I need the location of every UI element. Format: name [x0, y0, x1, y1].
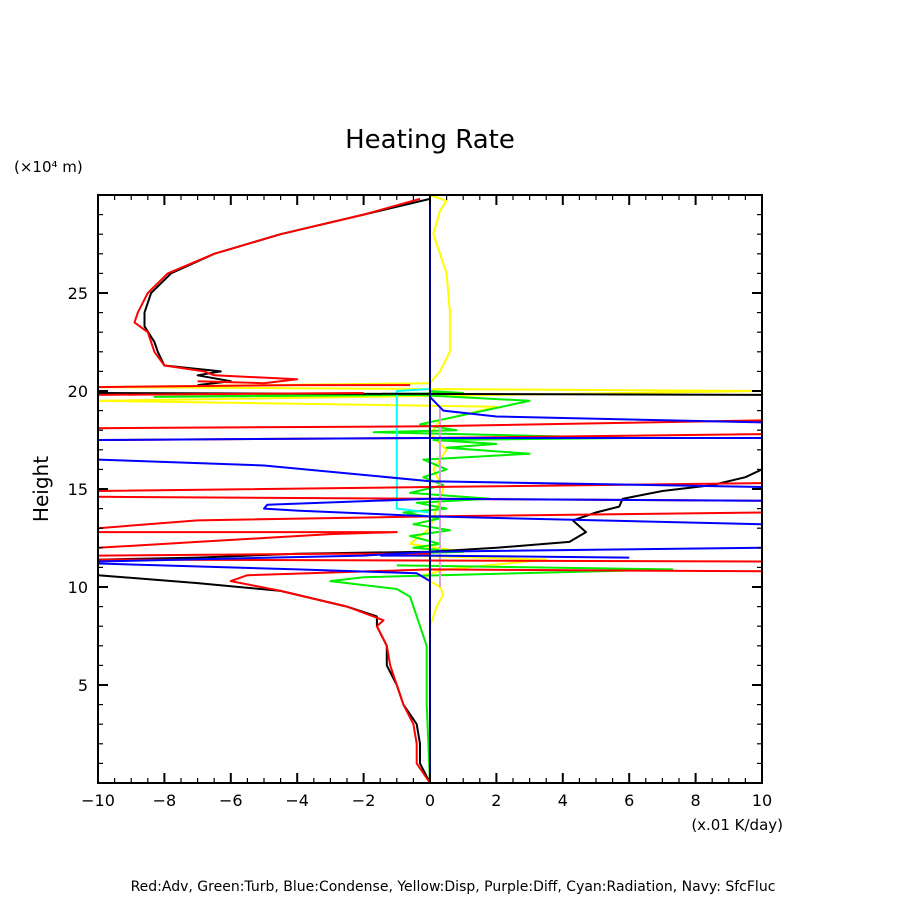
y-tick-label: 15: [68, 480, 88, 499]
x-axis-label: (x.01 K/day): [691, 816, 783, 834]
x-tick-label: 0: [425, 791, 435, 810]
y-axis-label: Height: [29, 456, 53, 522]
series-line-cyan-radiation: [395, 388, 431, 514]
y-tick-label: 20: [68, 382, 88, 401]
y-tick-label: 25: [68, 284, 88, 303]
x-tick-label: 2: [491, 791, 501, 810]
series-line-green-turb: [153, 390, 674, 784]
x-tick-label: −4: [285, 791, 309, 810]
chart-title: Heating Rate: [345, 125, 515, 155]
x-tick-label: −2: [352, 791, 376, 810]
x-tick-label: −8: [153, 791, 177, 810]
y-tick-label: 10: [68, 578, 88, 597]
x-tick-label: −6: [219, 791, 243, 810]
x-tick-label: 10: [752, 791, 772, 810]
x-tick-label: 4: [558, 791, 568, 810]
y-unit-label: (×10⁴ m): [14, 158, 83, 176]
series-layer: [97, 194, 763, 784]
legend-text: Red:Adv, Green:Turb, Blue:Condense, Yell…: [131, 879, 776, 895]
x-tick-label: −10: [81, 791, 115, 810]
y-tick-label: 5: [78, 676, 88, 695]
ticks-layer: −10 −8 −6 −4 −2 0 2 4 6 8 10 5 10 15 20 25: [68, 195, 772, 810]
x-tick-label: 8: [691, 791, 701, 810]
x-tick-label: 6: [624, 791, 634, 810]
